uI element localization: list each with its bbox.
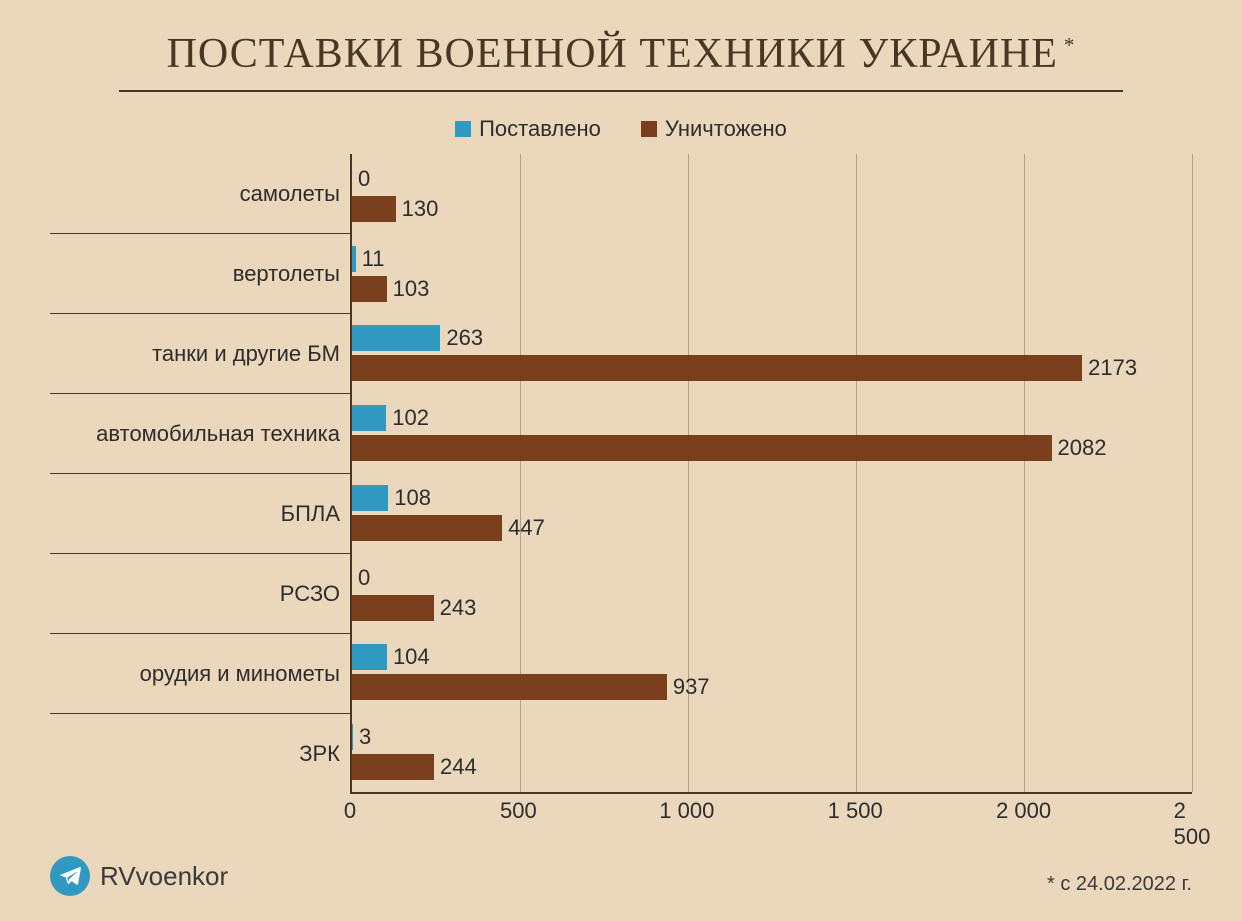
legend-swatch <box>455 121 471 137</box>
bar <box>352 405 386 431</box>
bar-delivered: 3 <box>352 724 1192 750</box>
bar-destroyed: 2082 <box>352 435 1192 461</box>
category-label: ЗРК <box>50 714 350 794</box>
bar-row: 108 447 <box>352 473 1192 553</box>
bars-area: 0 130 11 103 263 2173 102 2082 108 447 0 243 104 937 3… <box>350 154 1192 794</box>
x-tick-label: 1 500 <box>828 798 883 824</box>
bar <box>352 246 356 272</box>
value-label: 130 <box>402 196 439 222</box>
bar-row: 102 2082 <box>352 393 1192 473</box>
category-label: автомобильная техника <box>50 394 350 474</box>
bar-delivered: 104 <box>352 644 1192 670</box>
bar-row: 0 243 <box>352 553 1192 633</box>
bar <box>352 595 434 621</box>
title-underline <box>119 90 1124 92</box>
value-label: 243 <box>440 595 477 621</box>
category-label: самолеты <box>50 154 350 234</box>
bar-destroyed: 243 <box>352 595 1192 621</box>
footnote: * с 24.02.2022 г. <box>1047 873 1192 896</box>
bar-destroyed: 447 <box>352 515 1192 541</box>
value-label: 3 <box>359 724 371 750</box>
x-tick-label: 2 500 <box>1174 798 1211 850</box>
value-label: 2082 <box>1058 435 1107 461</box>
value-label: 937 <box>673 674 710 700</box>
category-label: танки и другие БМ <box>50 314 350 394</box>
value-label: 0 <box>358 565 370 591</box>
bar-delivered: 11 <box>352 246 1192 272</box>
bar <box>352 355 1082 381</box>
source-label: RVvoenkor <box>100 861 228 892</box>
bar-delivered: 108 <box>352 485 1192 511</box>
y-axis-labels: самолетывертолетытанки и другие БМавтомо… <box>50 154 350 794</box>
value-label: 244 <box>440 754 477 780</box>
footer: RVvoenkor * с 24.02.2022 г. <box>50 856 1192 896</box>
value-label: 2173 <box>1088 355 1137 381</box>
bar <box>352 196 396 222</box>
bar-delivered: 102 <box>352 405 1192 431</box>
title-asterisk: * <box>1064 33 1076 57</box>
chart-container: ПОСТАВКИ ВОЕННОЙ ТЕХНИКИ УКРАИНЕ* Постав… <box>0 0 1242 921</box>
gridline <box>1192 154 1193 792</box>
title-text: ПОСТАВКИ ВОЕННОЙ ТЕХНИКИ УКРАИНЕ <box>167 31 1058 77</box>
category-label: орудия и минометы <box>50 634 350 714</box>
value-label: 263 <box>446 325 483 351</box>
bar-destroyed: 244 <box>352 754 1192 780</box>
bar <box>352 485 388 511</box>
legend-item: Поставлено <box>455 116 601 142</box>
value-label: 0 <box>358 166 370 192</box>
bar-row: 104 937 <box>352 633 1192 713</box>
category-label: БПЛА <box>50 474 350 554</box>
legend-swatch <box>641 121 657 137</box>
x-axis: 05001 0001 5002 0002 500 <box>350 798 1192 828</box>
value-label: 103 <box>393 276 430 302</box>
bar-delivered: 0 <box>352 166 1192 192</box>
bar <box>352 325 440 351</box>
legend-label: Поставлено <box>479 116 601 142</box>
x-tick-label: 2 000 <box>996 798 1051 824</box>
bar <box>352 754 434 780</box>
source: RVvoenkor <box>50 856 228 896</box>
bar-row: 3 244 <box>352 712 1192 792</box>
x-tick-label: 0 <box>344 798 356 824</box>
bar-destroyed: 937 <box>352 674 1192 700</box>
legend-item: Уничтожено <box>641 116 787 142</box>
legend-label: Уничтожено <box>665 116 787 142</box>
bar <box>352 674 667 700</box>
value-label: 108 <box>394 485 431 511</box>
category-label: РСЗО <box>50 554 350 634</box>
bar <box>352 515 502 541</box>
bar-row: 263 2173 <box>352 314 1192 394</box>
bar <box>352 644 387 670</box>
bar-delivered: 0 <box>352 565 1192 591</box>
bar-destroyed: 103 <box>352 276 1192 302</box>
chart-title: ПОСТАВКИ ВОЕННОЙ ТЕХНИКИ УКРАИНЕ* <box>50 30 1192 78</box>
x-tick-label: 500 <box>500 798 537 824</box>
bar-destroyed: 2173 <box>352 355 1192 381</box>
bar-delivered: 263 <box>352 325 1192 351</box>
bar-row: 11 103 <box>352 234 1192 314</box>
legend: Поставлено Уничтожено <box>50 116 1192 142</box>
plot-area: самолетывертолетытанки и другие БМавтомо… <box>50 154 1192 794</box>
bar-destroyed: 130 <box>352 196 1192 222</box>
bar <box>352 276 387 302</box>
value-label: 102 <box>392 405 429 431</box>
telegram-icon <box>50 856 90 896</box>
bar <box>352 435 1052 461</box>
bar-row: 0 130 <box>352 154 1192 234</box>
category-label: вертолеты <box>50 234 350 314</box>
bars-rows: 0 130 11 103 263 2173 102 2082 108 447 0 243 104 937 3… <box>352 154 1192 792</box>
value-label: 11 <box>362 246 385 272</box>
x-tick-label: 1 000 <box>659 798 714 824</box>
value-label: 447 <box>508 515 545 541</box>
value-label: 104 <box>393 644 430 670</box>
bar <box>352 724 353 750</box>
